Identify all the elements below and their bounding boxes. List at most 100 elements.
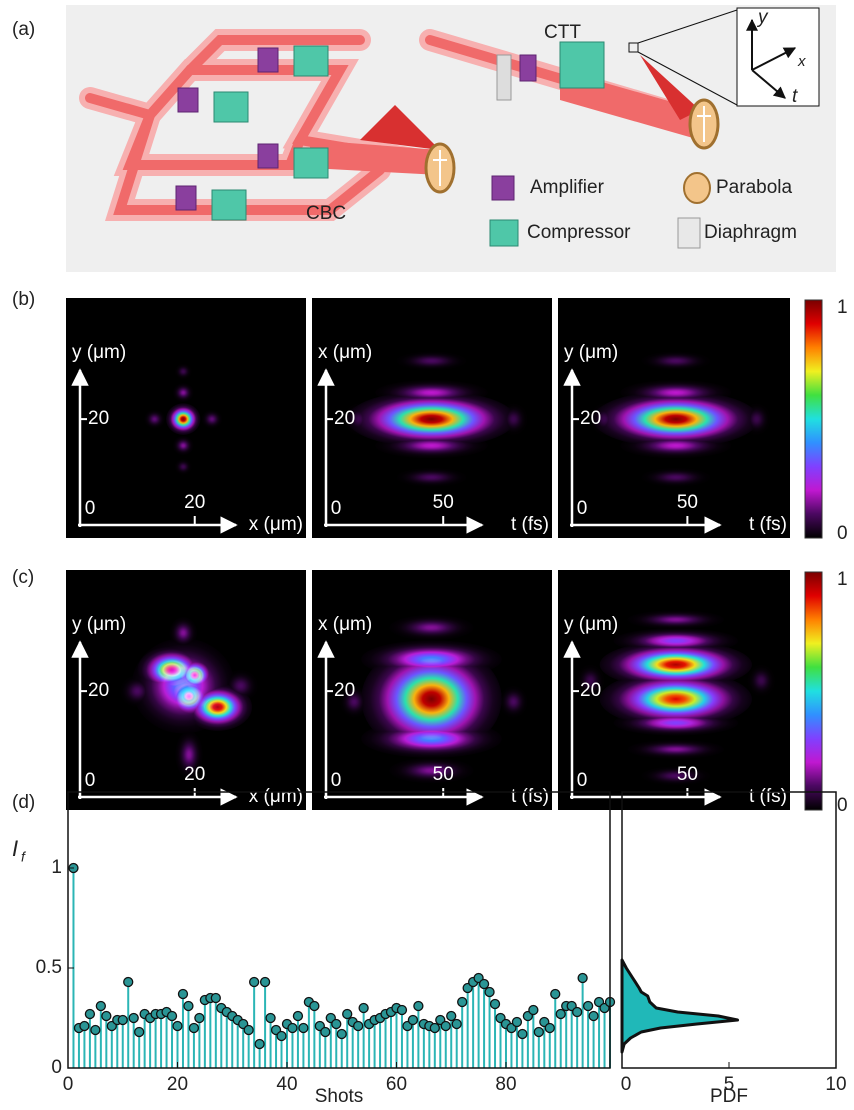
diagram: y x t CTT CBC Amplifier Compressor Parab… [66, 5, 836, 272]
intensity-spot [175, 459, 192, 475]
inset-label: y [756, 7, 769, 28]
x-axis-label: x (μm) [249, 514, 303, 535]
stem-marker [452, 1020, 461, 1029]
stem-marker [211, 994, 220, 1003]
stem-marker [195, 1014, 204, 1023]
y-axis-label-sub: f [21, 849, 27, 865]
x-tick-label: 0 [577, 770, 588, 791]
legend-label: Diaphragm [704, 222, 797, 243]
y-axis-label: y (μm) [72, 614, 126, 635]
intensity-spot [614, 710, 739, 735]
x-tick-label: 50 [677, 764, 698, 785]
x-tick-label: 60 [386, 1074, 407, 1095]
y-axis-label: y (μm) [72, 342, 126, 363]
legend-label: Parabola [716, 177, 792, 198]
x-axis-label: t (fs) [749, 514, 787, 535]
y-tick-label: 20 [580, 408, 601, 429]
intensity-spot [620, 380, 731, 405]
intensity-spot [747, 665, 775, 697]
stem-marker [485, 988, 494, 997]
stem-marker [408, 1016, 417, 1025]
x-tick-label: 20 [184, 492, 205, 513]
stem-marker [343, 1010, 352, 1019]
y-tick-label: 0.5 [36, 957, 62, 978]
stem-marker [168, 1012, 177, 1021]
stem-marker [447, 1012, 456, 1021]
stem-marker [96, 1002, 105, 1011]
colorbar-tick-label: 0 [837, 523, 848, 544]
intensity-spot [166, 403, 200, 435]
y-axis-label: x (μm) [318, 614, 372, 635]
stem-marker [129, 1014, 138, 1023]
stem-marker [397, 1006, 406, 1015]
y-axis-label: I [12, 836, 18, 861]
stem-marker [354, 1022, 363, 1031]
intensity-spot [375, 433, 488, 458]
stem-marker [293, 1012, 302, 1021]
stem-marker [135, 1028, 144, 1037]
intensity-spot [169, 617, 197, 649]
stem-marker [589, 1012, 598, 1021]
stem-marker [184, 1002, 193, 1011]
colorbar-tick-label: 1 [837, 569, 848, 590]
inset-label: t [792, 86, 798, 107]
intensity-spot [499, 403, 527, 435]
intensity-spot [223, 670, 257, 702]
x-axis-label: t (fs) [511, 786, 549, 807]
intensity-spot [375, 380, 488, 405]
x-tick-label: 40 [276, 1074, 297, 1095]
stem-marker [80, 1022, 89, 1031]
x-tick-label: 0 [85, 770, 96, 791]
intensity-spot [361, 640, 502, 678]
x-tick-label: 10 [825, 1074, 846, 1095]
stem-marker [332, 1020, 341, 1029]
legend-label: Compressor [527, 222, 631, 243]
stem-marker [288, 1024, 297, 1033]
stem-marker [178, 990, 187, 999]
x-tick-label: 50 [433, 764, 454, 785]
y-tick-label: 20 [88, 680, 109, 701]
stem-marker [573, 1008, 582, 1017]
colorbar-tick-label: 0 [837, 795, 848, 816]
stem-marker [310, 1002, 319, 1011]
legend-icon [678, 218, 700, 248]
stem-marker [250, 978, 259, 987]
stem-marker [512, 1018, 521, 1027]
intensity-spot [173, 436, 194, 455]
diaphragm [497, 55, 511, 100]
colorbar-tick-label: 1 [837, 297, 848, 318]
stem-marker [91, 1026, 100, 1035]
x-tick-label: 0 [331, 770, 342, 791]
stem-marker [102, 1012, 111, 1021]
stem-marker [480, 980, 489, 989]
stem-marker [578, 974, 587, 983]
stem-marker [556, 1010, 565, 1019]
stem-marker [518, 1030, 527, 1039]
stem-marker [189, 1024, 198, 1033]
intensity-spot [396, 351, 466, 370]
intensity-spot [641, 351, 710, 370]
colorbar [805, 300, 822, 538]
stem-marker [430, 1024, 439, 1033]
intensity-spot [627, 610, 724, 629]
stem-marker [321, 1028, 330, 1037]
y-tick-label: 20 [334, 680, 355, 701]
y-axis-label: y (μm) [564, 614, 618, 635]
stem-marker [299, 1024, 308, 1033]
intensity-spot [175, 364, 192, 380]
intensity-spot [743, 403, 771, 435]
stem-marker [277, 1032, 286, 1041]
stem-marker [266, 1014, 275, 1023]
stem-marker [337, 1030, 346, 1039]
x-tick-label: 0 [63, 1074, 74, 1095]
legend-icon [684, 173, 710, 203]
x-tick-label: 20 [184, 764, 205, 785]
panel-label: (a) [12, 19, 35, 40]
stem-marker [244, 1026, 253, 1035]
stem-marker [529, 1006, 538, 1015]
panel-label: (c) [12, 567, 34, 588]
intensity-spot [389, 615, 473, 640]
inset-label: x [797, 53, 806, 70]
stem-marker [124, 978, 133, 987]
x-tick-label: 50 [677, 492, 698, 513]
